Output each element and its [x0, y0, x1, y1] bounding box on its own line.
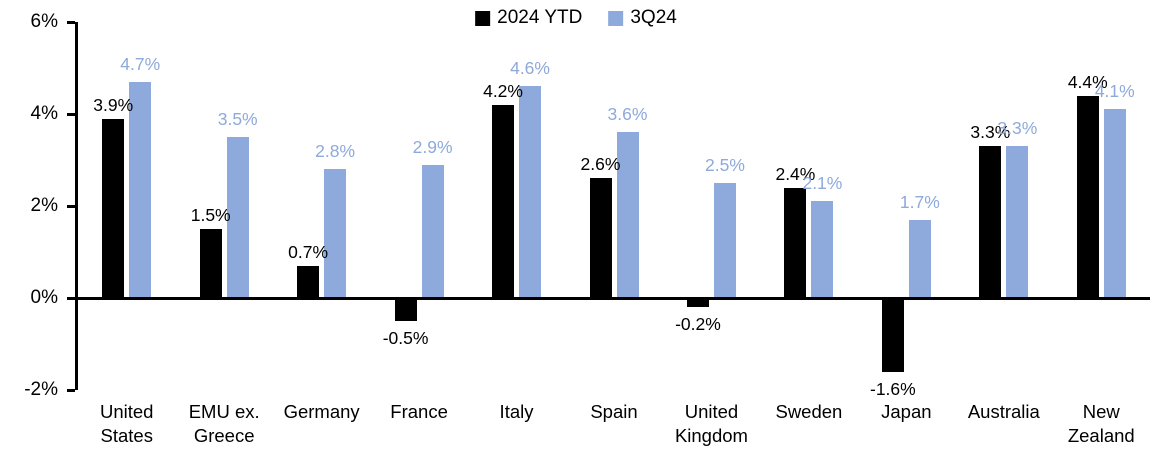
value-label-3q24-united-states: 4.7% — [120, 53, 161, 74]
bar-3q24-australia — [1006, 146, 1029, 298]
value-label-3q24-italy: 4.6% — [510, 58, 550, 79]
value-label-3q24-united-kingdom: 2.5% — [705, 155, 745, 175]
value-label-2024-ytd-united-kingdom: -0.2% — [675, 314, 721, 335]
y-axis-tick-0% — [67, 296, 75, 300]
value-label-3q24-france: 2.9% — [412, 136, 453, 157]
value-label-2024-ytd-japan: -1.6% — [870, 378, 916, 399]
legend-item-3q24: 3Q24 — [608, 7, 677, 29]
y-axis-tick-2% — [67, 204, 75, 208]
y-axis-label-2%: 2% — [30, 195, 58, 216]
bar-2024-ytd-germany — [297, 265, 320, 298]
value-label-2024-ytd-united-states: 3.9% — [93, 94, 134, 115]
legend-label-3q24: 3Q24 — [630, 7, 677, 28]
y-axis-line — [75, 22, 78, 390]
value-label-2024-ytd-italy: 4.2% — [483, 80, 523, 101]
y-axis-label--2%: -2% — [24, 379, 58, 400]
value-label-3q24-spain: 3.6% — [607, 104, 648, 125]
value-label-2024-ytd-sweden: 2.4% — [775, 163, 816, 184]
x-axis-label-italy: Italy — [499, 401, 534, 422]
x-axis-label-france: France — [390, 401, 448, 422]
bar-3q24-germany — [324, 169, 347, 298]
bar-2024-ytd-france — [394, 298, 417, 321]
value-label-3q24-new-zealand: 4.1% — [1094, 81, 1135, 102]
value-label-3q24-emu-ex-greece: 3.5% — [217, 109, 258, 129]
bar-3q24-spain — [616, 132, 639, 298]
x-axis-label-japan: Japan — [881, 401, 932, 422]
y-axis-tick-4% — [67, 112, 75, 116]
bar-3q24-united-kingdom — [713, 183, 736, 298]
bar-3q24-france — [421, 164, 444, 298]
value-label-2024-ytd-france: -0.5% — [382, 328, 429, 348]
bar-3q24-united-states — [129, 81, 152, 298]
x-axis-label-spain: Spain — [590, 401, 638, 422]
bar-2024-ytd-sweden — [784, 187, 807, 298]
value-label-3q24-australia: 3.3% — [997, 118, 1038, 139]
legend: 2024 YTD 3Q24 — [475, 7, 677, 29]
x-axis-label-united-kingdom: United Kingdom — [674, 401, 748, 446]
bar-3q24-italy — [519, 86, 542, 298]
legend-label-2024-ytd: 2024 YTD — [497, 7, 583, 28]
x-axis-label-united-states: United States — [99, 401, 154, 446]
x-axis-label-australia: Australia — [967, 401, 1040, 422]
x-axis-line — [75, 296, 1150, 300]
value-label-2024-ytd-australia: 3.3% — [970, 122, 1011, 143]
bar-2024-ytd-italy — [492, 104, 515, 298]
x-axis-label-sweden: Sweden — [775, 401, 843, 422]
bar-3q24-sweden — [811, 201, 834, 298]
bar-3q24-new-zealand — [1103, 109, 1126, 298]
bar-2024-ytd-new-zealand — [1076, 95, 1099, 298]
y-axis-label-4%: 4% — [30, 103, 58, 124]
y-axis-tick-6% — [67, 20, 75, 24]
value-label-3q24-japan: 1.7% — [899, 191, 940, 212]
value-label-2024-ytd-emu-ex-greece: 1.5% — [190, 205, 231, 225]
value-label-3q24-sweden: 2.1% — [802, 173, 843, 194]
value-label-3q24-germany: 2.8% — [315, 141, 356, 162]
legend-swatch-2024-ytd — [475, 10, 491, 26]
bar-3q24-emu-ex-greece — [226, 137, 249, 298]
y-axis-label-0%: 0% — [30, 287, 58, 308]
legend-swatch-3q24 — [608, 10, 624, 26]
x-axis-label-germany: Germany — [283, 401, 360, 422]
bar-2024-ytd-united-kingdom — [686, 298, 709, 308]
bar-2024-ytd-japan — [881, 298, 904, 372]
value-label-2024-ytd-new-zealand: 4.4% — [1067, 71, 1108, 92]
bar-2024-ytd-united-states — [102, 118, 125, 298]
bar-2024-ytd-spain — [589, 178, 612, 298]
bar-3q24-japan — [908, 219, 931, 298]
y-axis-tick--2% — [67, 388, 75, 392]
y-axis-label-6%: 6% — [30, 11, 58, 32]
legend-item-2024-ytd: 2024 YTD — [475, 7, 582, 29]
value-label-2024-ytd-spain: 2.6% — [580, 154, 621, 175]
bar-2024-ytd-australia — [979, 146, 1002, 298]
x-axis-label-new-zealand: New Zealand — [1067, 401, 1135, 446]
value-label-2024-ytd-germany: 0.7% — [288, 241, 329, 262]
x-axis-label-emu-ex-greece: EMU ex. Greece — [188, 401, 260, 446]
bar-2024-ytd-emu-ex-greece — [199, 229, 222, 298]
